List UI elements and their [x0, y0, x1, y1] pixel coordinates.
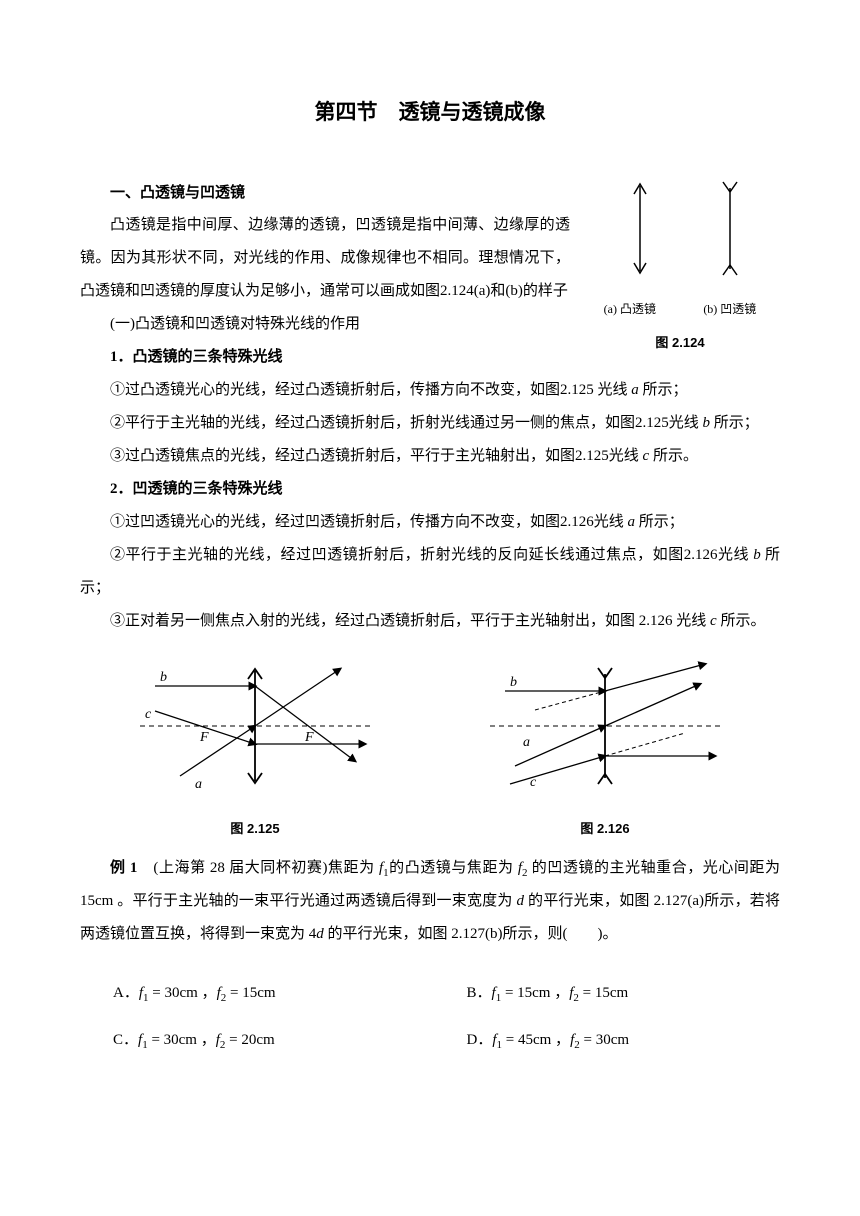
svg-text:c: c — [145, 707, 152, 722]
example1-options: A．f1 = 30cm ，f2 = 15cm B．f1 = 15cm ，f2 =… — [80, 977, 780, 1057]
figure-2-125: F F a b c 图 2.125 — [125, 656, 385, 844]
figure-2-124: (a) 凸透镜 (b) 凹透镜 图 2.124 — [580, 176, 780, 357]
figure-2-126: a b c 图 2.126 — [475, 656, 735, 844]
main-content: (a) 凸透镜 (b) 凹透镜 图 2.124 一、凸透镜与凹透镜 凸透镜是指中… — [80, 176, 780, 1057]
convex-p1: ①过凸透镜光心的光线，经过凸透镜折射后，传播方向不改变，如图2.125 光线 a… — [80, 374, 780, 407]
svg-text:c: c — [530, 775, 537, 790]
concave-p1: ①过凹透镜光心的光线，经过凹透镜折射后，传播方向不改变，如图2.126光线 a … — [80, 506, 780, 539]
concave-p2: ②平行于主光轴的光线，经过凹透镜折射后，折射光线的反向延长线通过焦点，如图2.1… — [80, 539, 780, 605]
convex-p2: ②平行于主光轴的光线，经过凸透镜折射后，折射光线通过另一侧的焦点，如图2.125… — [80, 407, 780, 440]
svg-text:b: b — [510, 675, 517, 690]
example1-text: 例 1 (上海第 28 届大同杯初赛)焦距为 f1的凸透镜与焦距为 f2 的凹透… — [80, 852, 780, 951]
diagrams-row: F F a b c 图 2.125 — [80, 656, 780, 844]
option-b: B．f1 = 15cm ，f2 = 15cm — [467, 977, 781, 1010]
fig124-label-a: (a) 凸透镜 — [604, 296, 656, 322]
fig124-caption: 图 2.124 — [580, 329, 780, 358]
fig125-caption: 图 2.125 — [125, 815, 385, 844]
option-d: D．f1 = 45cm ，f2 = 30cm — [467, 1024, 781, 1057]
svg-text:F: F — [304, 730, 314, 745]
fig124-label-b: (b) 凹透镜 — [703, 296, 756, 322]
page-title: 第四节 透镜与透镜成像 — [80, 90, 780, 136]
concave-p3: ③正对着另一侧焦点入射的光线，经过凸透镜折射后，平行于主光轴射出，如图 2.12… — [80, 605, 780, 638]
option-c: C．f1 = 30cm ，f2 = 20cm — [113, 1024, 427, 1057]
svg-text:b: b — [160, 670, 167, 685]
convex-p3: ③过凸透镜焦点的光线，经过凸透镜折射后，平行于主光轴射出，如图2.125光线 c… — [80, 440, 780, 473]
svg-text:a: a — [195, 777, 202, 792]
concave-heading: 2．凹透镜的三条特殊光线 — [80, 473, 780, 506]
option-a: A．f1 = 30cm ，f2 = 15cm — [113, 977, 427, 1010]
svg-text:F: F — [199, 730, 209, 745]
svg-text:a: a — [523, 735, 530, 750]
fig126-caption: 图 2.126 — [475, 815, 735, 844]
